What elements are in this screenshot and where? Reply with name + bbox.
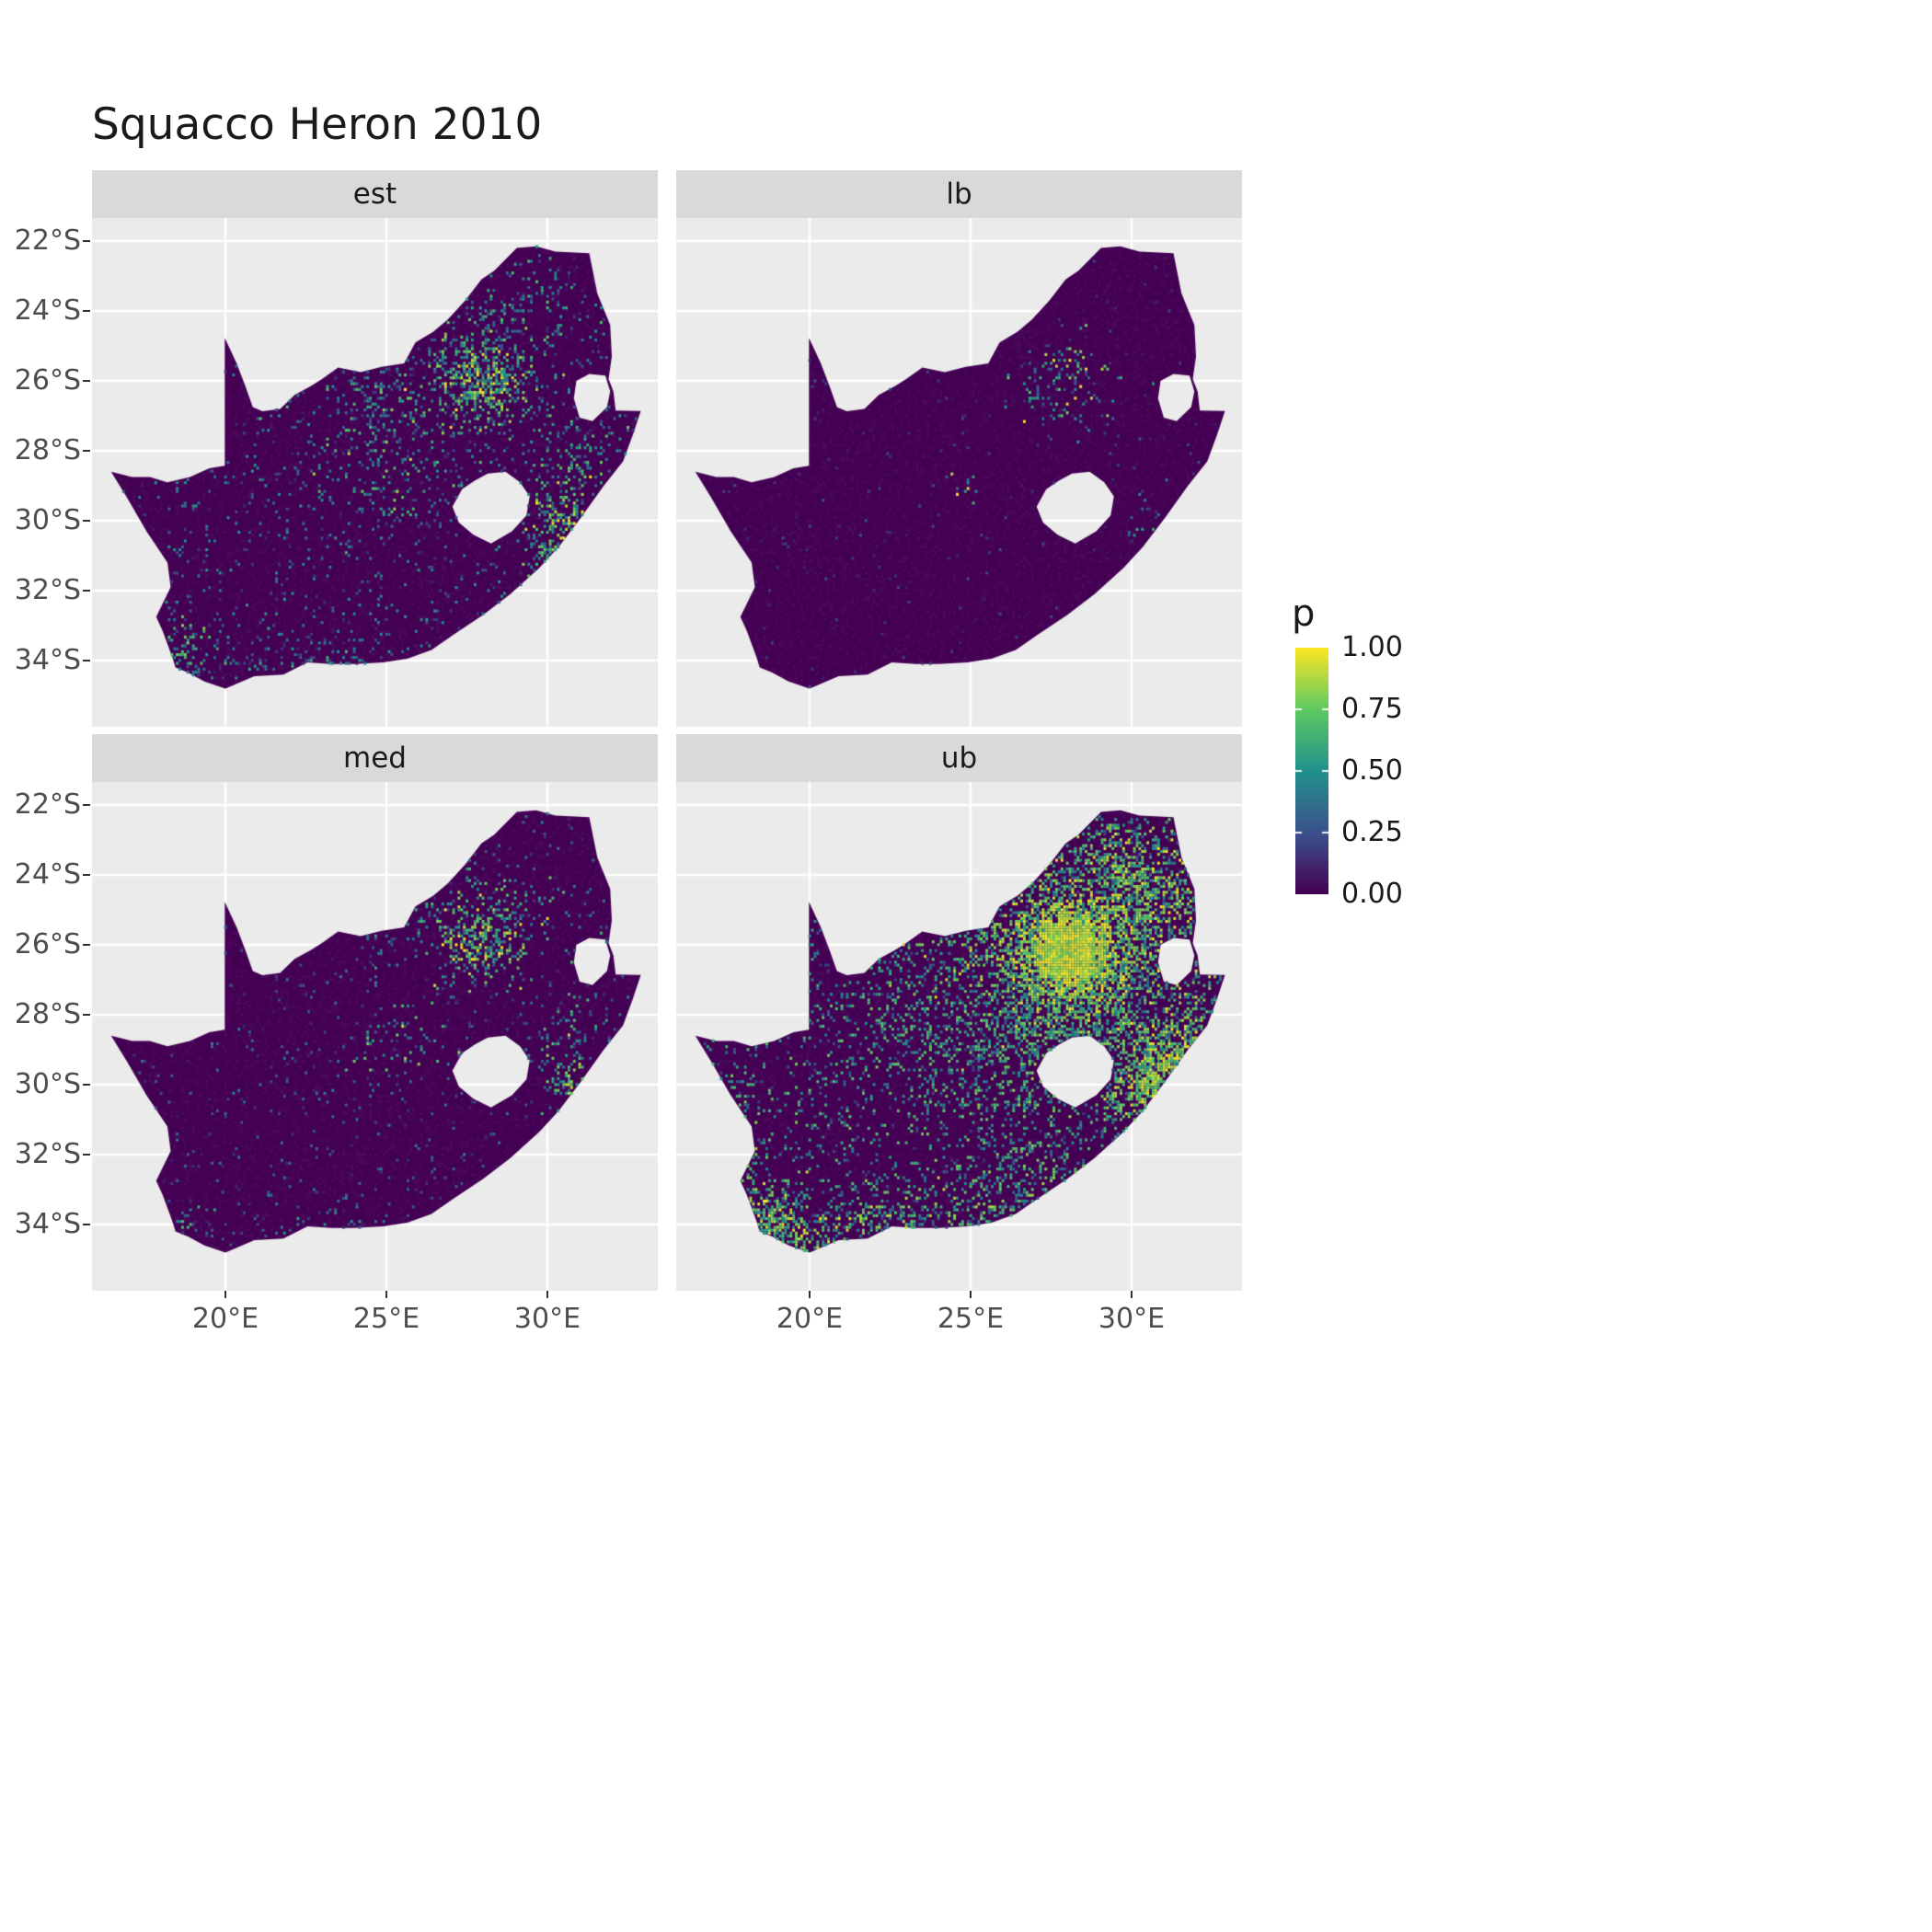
x-axis-tick-label: 20°E	[776, 1303, 844, 1335]
facet-panel-est	[92, 218, 658, 727]
x-axis-tick-mark	[809, 1291, 811, 1298]
x-axis-tick-label: 30°E	[1098, 1303, 1166, 1335]
y-axis-tick-label: 34°S	[14, 644, 81, 676]
chart-title: Squacco Heron 2010	[92, 99, 543, 150]
y-axis-tick-label: 22°S	[14, 788, 81, 821]
x-axis-tick-label: 25°E	[352, 1303, 420, 1335]
legend-tick-label: 0.75	[1341, 693, 1403, 725]
legend-tick-label: 0.00	[1341, 878, 1403, 910]
legend-tick-label: 0.50	[1341, 754, 1403, 787]
y-axis-tick-mark	[83, 1084, 90, 1086]
facet-panel-ub	[676, 782, 1242, 1291]
legend-colorbar	[1295, 648, 1328, 894]
y-axis-tick-label: 22°S	[14, 224, 81, 257]
legend-tick-label: 0.25	[1341, 816, 1403, 848]
y-axis-tick-label: 24°S	[14, 294, 81, 327]
y-axis-tick-mark	[83, 450, 90, 452]
x-axis-tick-mark	[546, 1291, 548, 1298]
y-axis-tick-label: 32°S	[14, 1138, 81, 1170]
x-axis-tick-label: 25°E	[937, 1303, 1005, 1335]
x-axis-tick-mark	[1131, 1291, 1133, 1298]
facet-strip-ub: ub	[676, 734, 1242, 782]
y-axis-tick-label: 32°S	[14, 574, 81, 606]
x-axis-tick-label: 30°E	[513, 1303, 581, 1335]
legend-title: p	[1292, 592, 1316, 635]
y-axis-tick-mark	[83, 944, 90, 946]
legend-tick-label: 1.00	[1341, 631, 1403, 663]
facet-panel-lb	[676, 218, 1242, 727]
facet-strip-label-lb: lb	[946, 178, 972, 211]
y-axis-tick-label: 24°S	[14, 858, 81, 891]
y-axis-tick-mark	[83, 240, 90, 242]
y-axis-tick-mark	[83, 310, 90, 312]
facet-strip-label-ub: ub	[940, 742, 978, 775]
y-axis-tick-mark	[83, 1154, 90, 1156]
x-axis-tick-mark	[970, 1291, 972, 1298]
x-axis-tick-mark	[224, 1291, 226, 1298]
y-axis-tick-mark	[83, 1014, 90, 1016]
x-axis-tick-label: 20°E	[191, 1303, 259, 1335]
facet-strip-med: med	[92, 734, 658, 782]
y-axis-tick-label: 28°S	[14, 998, 81, 1030]
facet-strip-label-med: med	[343, 742, 407, 775]
y-axis-tick-label: 26°S	[14, 364, 81, 397]
x-axis-tick-mark	[385, 1291, 387, 1298]
y-axis-tick-mark	[83, 520, 90, 522]
y-axis-tick-label: 34°S	[14, 1208, 81, 1240]
y-axis-tick-label: 30°S	[14, 504, 81, 536]
facet-strip-lb: lb	[676, 170, 1242, 218]
y-axis-tick-mark	[83, 804, 90, 806]
y-axis-tick-label: 30°S	[14, 1068, 81, 1100]
y-axis-tick-label: 28°S	[14, 434, 81, 466]
facet-strip-label-est: est	[352, 178, 397, 211]
y-axis-tick-mark	[83, 874, 90, 876]
y-axis-tick-label: 26°S	[14, 928, 81, 960]
facet-strip-est: est	[92, 170, 658, 218]
y-axis-tick-mark	[83, 380, 90, 382]
y-axis-tick-mark	[83, 1224, 90, 1225]
facet-panel-med	[92, 782, 658, 1291]
y-axis-tick-mark	[83, 590, 90, 592]
y-axis-tick-mark	[83, 660, 90, 661]
